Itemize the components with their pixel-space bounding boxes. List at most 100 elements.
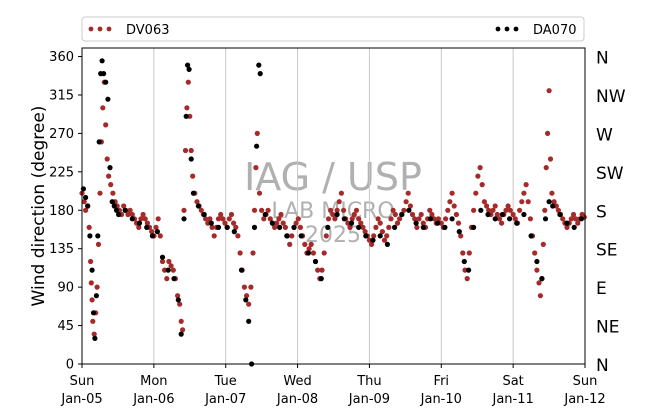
data-point bbox=[479, 182, 485, 188]
data-point bbox=[256, 62, 262, 68]
data-point bbox=[568, 216, 574, 222]
data-point bbox=[89, 297, 95, 303]
data-point bbox=[366, 237, 372, 243]
data-point bbox=[347, 224, 353, 230]
data-point bbox=[125, 211, 131, 218]
data-point bbox=[246, 301, 252, 307]
data-point bbox=[332, 216, 338, 222]
legend: DV063 DA070 bbox=[81, 16, 585, 42]
data-point bbox=[188, 156, 194, 162]
data-point bbox=[201, 211, 207, 218]
data-point bbox=[348, 220, 355, 226]
data-point bbox=[138, 216, 144, 222]
data-point bbox=[142, 216, 148, 222]
data-point bbox=[553, 203, 559, 209]
data-point bbox=[274, 220, 280, 226]
data-point bbox=[429, 211, 435, 218]
plot-frame bbox=[81, 47, 586, 365]
data-point bbox=[144, 220, 150, 226]
data-point bbox=[250, 250, 256, 256]
y-tick-label: 225 bbox=[49, 165, 74, 180]
data-point bbox=[485, 211, 491, 218]
y-tick-label: 0 bbox=[66, 358, 74, 373]
data-point bbox=[215, 224, 222, 230]
data-point bbox=[519, 199, 525, 205]
data-point bbox=[164, 276, 170, 282]
data-point bbox=[186, 66, 192, 72]
data-point bbox=[478, 207, 484, 213]
data-point bbox=[319, 267, 325, 273]
data-point bbox=[570, 211, 577, 218]
data-point bbox=[557, 211, 563, 218]
data-point bbox=[427, 207, 433, 213]
data-point bbox=[547, 156, 554, 162]
data-point bbox=[334, 207, 340, 213]
data-point bbox=[360, 224, 366, 230]
data-point bbox=[315, 267, 321, 273]
data-point bbox=[265, 207, 271, 213]
data-point bbox=[106, 173, 112, 179]
data-point bbox=[256, 190, 263, 196]
compass-label: W bbox=[596, 125, 613, 145]
data-point bbox=[534, 258, 540, 265]
data-point bbox=[525, 199, 531, 205]
data-point bbox=[305, 250, 311, 256]
gridlines bbox=[153, 48, 514, 364]
data-point bbox=[184, 105, 190, 111]
data-point bbox=[512, 216, 518, 222]
data-point bbox=[308, 241, 314, 247]
data-point bbox=[496, 216, 503, 222]
data-point bbox=[241, 284, 247, 290]
data-point bbox=[251, 207, 258, 213]
data-point bbox=[473, 190, 479, 196]
data-point bbox=[144, 224, 150, 230]
x-tick-label-day: Thu bbox=[356, 374, 381, 389]
data-point bbox=[81, 199, 87, 205]
data-point bbox=[278, 211, 284, 218]
data-point bbox=[95, 233, 101, 239]
data-point bbox=[182, 147, 189, 154]
data-point bbox=[237, 250, 243, 256]
data-point bbox=[178, 331, 184, 337]
data-point bbox=[403, 199, 409, 205]
data-point bbox=[336, 199, 342, 205]
data-point bbox=[187, 113, 193, 119]
data-point bbox=[521, 211, 527, 218]
data-point bbox=[198, 207, 204, 213]
data-point bbox=[295, 216, 301, 222]
data-point bbox=[373, 224, 379, 230]
compass-label: NW bbox=[596, 87, 626, 107]
data-point bbox=[208, 220, 214, 226]
data-point bbox=[455, 220, 462, 226]
legend-box bbox=[81, 16, 585, 42]
data-point bbox=[375, 216, 381, 222]
data-point bbox=[328, 207, 334, 213]
data-point bbox=[564, 224, 570, 230]
data-point bbox=[122, 207, 128, 213]
y-tick-label: 135 bbox=[49, 242, 74, 257]
x-tick-label-day: Sat bbox=[502, 374, 523, 389]
data-point bbox=[190, 173, 196, 179]
data-point bbox=[231, 229, 237, 235]
data-point bbox=[203, 216, 209, 222]
data-point bbox=[399, 211, 405, 218]
data-point bbox=[537, 293, 544, 299]
data-point bbox=[248, 284, 254, 290]
data-point bbox=[521, 190, 527, 196]
data-point bbox=[175, 293, 181, 299]
y-axis-ticks: 0 45 90 135 180 225 270 315 360 bbox=[49, 50, 82, 373]
watermark-line-1: IAG / USP bbox=[244, 155, 422, 199]
data-point bbox=[503, 207, 509, 213]
data-point bbox=[330, 211, 336, 218]
data-point bbox=[243, 297, 249, 303]
data-points bbox=[79, 58, 587, 367]
data-point bbox=[104, 156, 110, 162]
data-point bbox=[83, 194, 89, 201]
data-point bbox=[362, 229, 368, 235]
legend-label-dv063: DV063 bbox=[126, 23, 170, 38]
data-point bbox=[233, 224, 239, 230]
compass-label: N bbox=[596, 356, 609, 376]
data-point bbox=[254, 143, 260, 149]
data-point bbox=[510, 211, 516, 218]
data-point bbox=[85, 203, 91, 209]
